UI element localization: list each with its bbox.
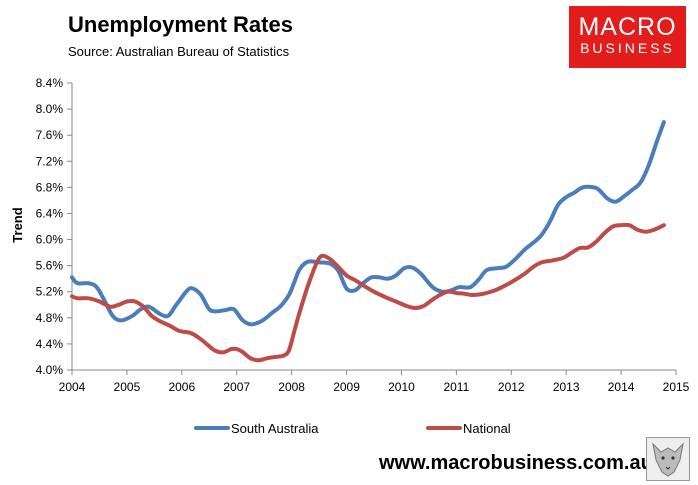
x-tick-label: 2011 xyxy=(443,380,469,394)
legend-label: National xyxy=(463,421,511,436)
y-tick-label: 5.2% xyxy=(36,285,64,299)
chart-source: Source: Australian Bureau of Statistics xyxy=(68,44,290,59)
logo-line-2: BUSINESS xyxy=(580,40,675,56)
y-tick-label: 4.8% xyxy=(36,311,64,325)
y-tick-label: 6.8% xyxy=(36,180,64,194)
y-tick-label: 7.6% xyxy=(36,128,64,142)
y-axis-label: Trend xyxy=(10,207,25,242)
x-tick-label: 2007 xyxy=(223,380,250,394)
y-tick-label: 4.0% xyxy=(36,363,64,377)
x-tick-label: 2013 xyxy=(553,380,580,394)
wolf-logo-icon xyxy=(646,437,690,481)
x-tick-label: 2014 xyxy=(608,380,635,394)
x-tick-label: 2008 xyxy=(278,380,305,394)
y-tick-label: 5.6% xyxy=(36,259,64,273)
y-tick-label: 8.4% xyxy=(36,76,64,90)
y-tick-label: 4.4% xyxy=(36,337,64,351)
x-tick-label: 2004 xyxy=(59,380,86,394)
x-tick-label: 2009 xyxy=(333,380,360,394)
series-line-national xyxy=(70,222,666,363)
y-axis: 4.0% 4.4% 4.8% 5.2% 5.6% 6.0% 6.4% 6.8% 7.2% 7.6%… xyxy=(36,76,73,377)
y-tick-label: 6.0% xyxy=(36,233,64,247)
logo-line-1: MACRO xyxy=(578,13,677,41)
macrobusiness-logo: MACRO BUSINESS xyxy=(569,6,686,68)
series-line-south-australia xyxy=(70,120,666,327)
x-tick-label: 2005 xyxy=(114,380,141,394)
legend: South Australia National xyxy=(194,421,511,436)
y-tick-label: 6.4% xyxy=(36,206,64,220)
x-tick-label: 2012 xyxy=(498,380,525,394)
legend-label: South Australia xyxy=(231,421,319,436)
x-tick-label: 2006 xyxy=(168,380,195,394)
series-layer xyxy=(70,120,666,363)
x-tick-label: 2010 xyxy=(388,380,415,394)
x-tick-label: 2015 xyxy=(663,380,690,394)
footer-url: www.macrobusiness.com.au xyxy=(379,452,653,474)
y-tick-label: 7.2% xyxy=(36,154,64,168)
chart-title: Unemployment Rates xyxy=(68,12,293,37)
y-tick-label: 8.0% xyxy=(36,102,64,116)
x-axis: 2004 2005 2006 2007 2008 2009 2010 2011 2012 2013… xyxy=(59,369,690,394)
